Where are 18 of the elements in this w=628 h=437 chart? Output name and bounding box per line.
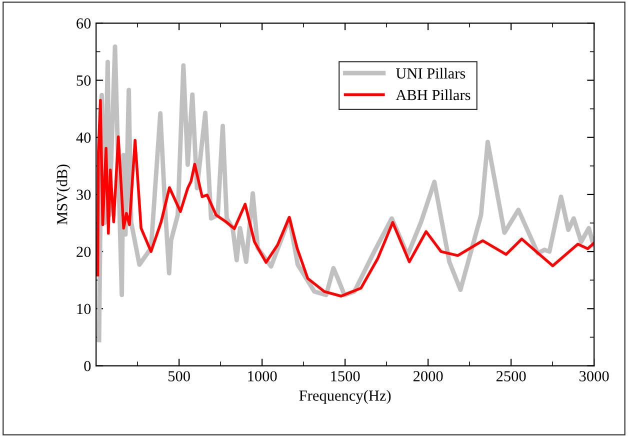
y-tick-label: 30 [76,190,91,200]
y-axis-title: MSV(dB) [56,164,70,225]
x-tick-label: 1500 [331,371,360,382]
x-tick-label: 3000 [580,371,609,382]
y-tick-label: 60 [76,18,91,29]
x-axis-title: Frequency(Hz) [299,390,391,404]
x-tick-label: 1000 [248,371,277,382]
y-tick-label: 10 [77,304,91,314]
legend-label: UNI Pillars [396,68,466,79]
x-tick-label: 2500 [496,371,526,382]
y-tick-label: 40 [76,132,91,143]
y-tick-label: 0 [84,360,91,372]
line-series [96,98,594,298]
y-tick-label: 20 [76,246,91,258]
x-tick-label: 2000 [413,371,443,382]
x-tick-label: 500 [168,371,190,382]
y-tick-label: 50 [76,75,91,86]
legend-label: ABH Pillars [396,89,470,100]
